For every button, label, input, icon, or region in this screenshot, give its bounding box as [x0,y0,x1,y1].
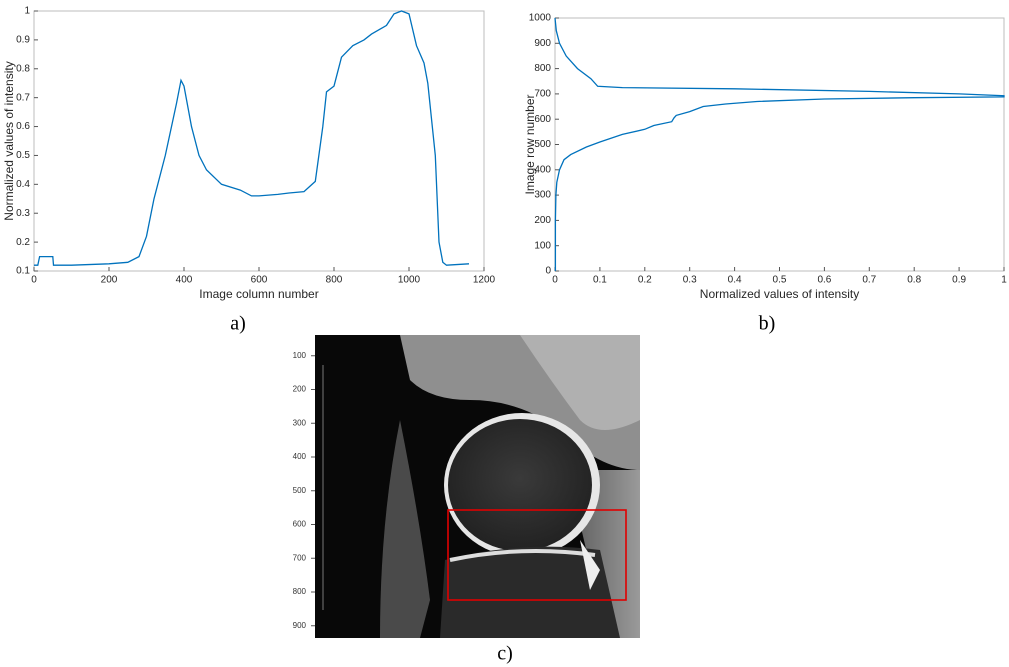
image-tick-label: 900 [293,621,307,630]
image-tick-label: 700 [293,553,307,562]
x-tick-label: 0.9 [952,275,966,286]
y-tick-label: 800 [534,63,551,74]
y-tick-label: 0.1 [16,266,30,277]
x-tick-label: 0.1 [593,275,607,286]
image-tick-label: 600 [293,520,307,529]
x-tick-label: 0.8 [907,275,921,286]
y-tick-label: 0.4 [16,179,30,190]
y-tick-label: 0 [545,266,551,277]
x-tick-label: 1200 [473,275,496,286]
panel-label: c) [497,643,513,665]
x-tick-label: 0 [31,275,37,286]
x-tick-label: 0.3 [683,275,697,286]
condyle [448,419,592,551]
figure: 0200400600800100012000.10.20.30.40.50.60… [0,0,1009,667]
x-tick-label: 0.4 [728,275,742,286]
x-tick-label: 400 [176,275,193,286]
x-tick-label: 800 [326,275,343,286]
image-tick-label: 200 [293,385,307,394]
image-tick-label: 500 [293,486,307,495]
y-tick-label: 0.7 [16,92,30,103]
panel-label: a) [230,313,246,335]
page: {"chart_data": [ {"type": "line", "xlabe… [0,0,1009,667]
y-axis-title: Normalized values of intensity [2,61,16,220]
x-tick-label: 0.7 [862,275,876,286]
plot-frame [555,18,1004,271]
y-tick-label: 0.5 [16,150,30,161]
x-tick-label: 0.5 [773,275,787,286]
y-axis-title: Image row number [523,94,537,194]
y-tick-label: 0.8 [16,63,30,74]
y-tick-label: 0.6 [16,121,30,132]
x-tick-label: 1 [1001,275,1007,286]
y-tick-label: 200 [534,215,551,226]
y-tick-label: 900 [534,38,551,49]
x-axis-title: Image column number [199,287,318,301]
y-tick-label: 1000 [529,13,552,24]
x-tick-label: 0.6 [817,275,831,286]
image-tick-label: 800 [293,587,307,596]
x-tick-label: 600 [251,275,268,286]
mri-image [315,335,640,638]
x-tick-label: 200 [101,275,118,286]
y-tick-label: 0.9 [16,35,30,46]
image-tick-label: 400 [293,452,307,461]
x-tick-label: 0.2 [638,275,652,286]
image-tick-label: 100 [293,351,307,360]
x-axis-title: Normalized values of intensity [700,287,859,301]
y-tick-label: 0.3 [16,208,30,219]
x-tick-label: 1000 [398,275,421,286]
y-tick-label: 1 [24,6,30,17]
panel-label: b) [759,313,776,335]
y-tick-label: 0.2 [16,237,30,248]
plot-frame [34,11,484,271]
y-tick-label: 100 [534,240,551,251]
image-tick-label: 300 [293,418,307,427]
x-tick-label: 0 [552,275,558,286]
